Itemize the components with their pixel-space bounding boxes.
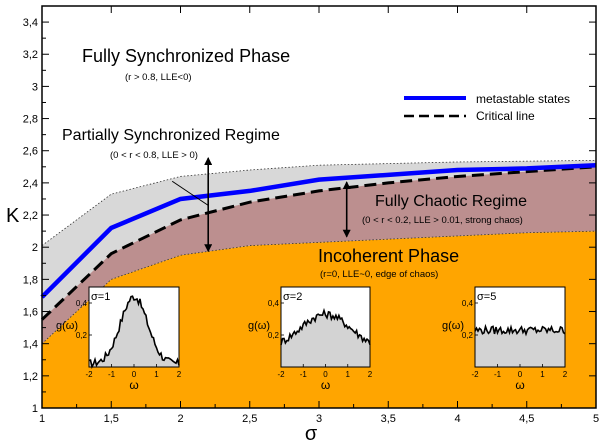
inset-x-tick-label: 2 [368,370,373,379]
y-axis-title: K [6,205,20,227]
legend-swatch-metastable [404,96,466,100]
inset-curve [280,307,371,346]
inset-x-tick-label: 1 [346,370,351,379]
inset-title: σ=1 [91,291,110,303]
inset-x-tick-label: -2 [277,370,285,379]
x-tick-label-3: 2,5 [242,413,257,425]
inset-curve [474,323,566,337]
x-tick-label-1: 1,5 [104,413,119,425]
inset-x-tick-label: 0 [132,370,137,379]
inset-x-tick-label: 1 [540,370,545,379]
chaotic-subtitle: (0 < r < 0.2, LLE > 0.01, strong chaos) [362,215,523,226]
x-tick-label-8: 5 [593,413,599,425]
inset-y-tick-label: 0,2 [462,331,474,340]
y-tick-label-9: 2,8 [23,114,38,126]
inset-x-tick-label: -1 [300,370,308,379]
inset-x-label: ω [321,378,330,392]
inset-fill [475,326,565,367]
inset-y-label: g(ω) [56,320,78,332]
y-tick-label-8: 2,6 [23,146,38,158]
y-tick-label-2: 1,4 [23,339,38,351]
inset-title: σ=5 [477,291,496,303]
x-tick-label-6: 4 [454,413,460,425]
inset-y-tick-label: 0,4 [462,299,474,308]
inset-curve [88,295,180,369]
annotations: Fully Synchronized Phase (r > 0.8, LLE<0… [62,46,527,280]
chaotic-title: Fully Chaotic Regime [375,193,527,210]
metastable-line [40,162,597,299]
inset-x-tick-label: 2 [563,370,568,379]
insets: -2 -1 0 1 20,20,4σ=1g(ω)ω-2 -1 0 1 20,20,4σ=2g(ω… [56,286,568,392]
x-tick-label-2: 2 [177,413,183,425]
y-tick-label-3: 1,6 [23,307,38,319]
inset-y-tick-label: 0,4 [268,299,280,308]
y-tick-label-12: 3,4 [23,17,38,29]
legend-label-critical: Critical line [476,109,535,123]
y-tick-label-1: 1,2 [23,371,38,383]
y-tick-label-11: 3,2 [23,49,38,61]
inset-y-tick-label: 0,2 [76,331,88,340]
inset-x-tick-label: -2 [471,370,479,379]
y-tick-label-5: 2 [32,242,38,254]
inset-x-tick-label: 0 [323,370,328,379]
inset-x-label: ω [129,378,138,392]
chaotic-region [42,166,596,344]
inset-title: σ=2 [283,291,302,303]
inset-panel-0: -2 -1 0 1 2 0,2 0,4σ=1 g(ω) ω [56,286,182,392]
inset-y-label: g(ω) [442,320,464,332]
x-axis-title: σ [305,423,318,444]
partial-sync-subtitle: (0 < r < 0.8, LLE > 0) [110,150,198,161]
inset-panel-1: -2 -1 0 1 2 0,2 0,4σ=2 g(ω) ω [248,286,373,392]
inset-x-tick-label: -1 [494,370,502,379]
x-tick-label-4: 3 [316,413,322,425]
fully-sync-subtitle: (r > 0.8, LLE<0) [125,72,192,83]
y-tick-label-4: 1,8 [23,274,38,286]
pointer-line [171,180,209,206]
critical-line [40,165,597,321]
x-tick-label-5: 3,5 [381,413,396,425]
inset-x-tick-label: -2 [85,370,93,379]
incoherent-title: Incoherent Phase [318,246,459,266]
x-tick-label-7: 4,5 [519,413,534,425]
partial-sync-title: Partially Synchronized Regime [62,127,280,144]
inset-x-tick-label: 1 [154,370,159,379]
legend-label-metastable: metastable states [476,92,570,106]
inset-x-tick-label: 2 [177,370,182,379]
incoherent-subtitle: (r=0, LLE~0, edge of chaos) [320,269,438,280]
y-tick-label-7: 2,4 [23,178,38,190]
inset-x-tick-label: 0 [518,370,523,379]
inset-x-tick-label: -1 [108,370,116,379]
inset-y-tick-label: 0,4 [76,299,88,308]
inset-y-tick-label: 0,2 [268,331,280,340]
y-tick-label-10: 3 [32,81,38,93]
y-tick-label-6: 2,2 [23,210,38,222]
y-tick-label-0: 1 [32,403,38,415]
inset-x-label: ω [515,378,524,392]
inset-panel-2: -2 -1 0 1 2 0,2 0,4σ=5 g(ω) ω [442,286,568,392]
fully-sync-title: Fully Synchronized Phase [82,46,290,66]
x-tick-label-0: 1 [39,413,45,425]
legend: metastable states Critical line [404,92,570,123]
inset-y-label: g(ω) [248,320,270,332]
